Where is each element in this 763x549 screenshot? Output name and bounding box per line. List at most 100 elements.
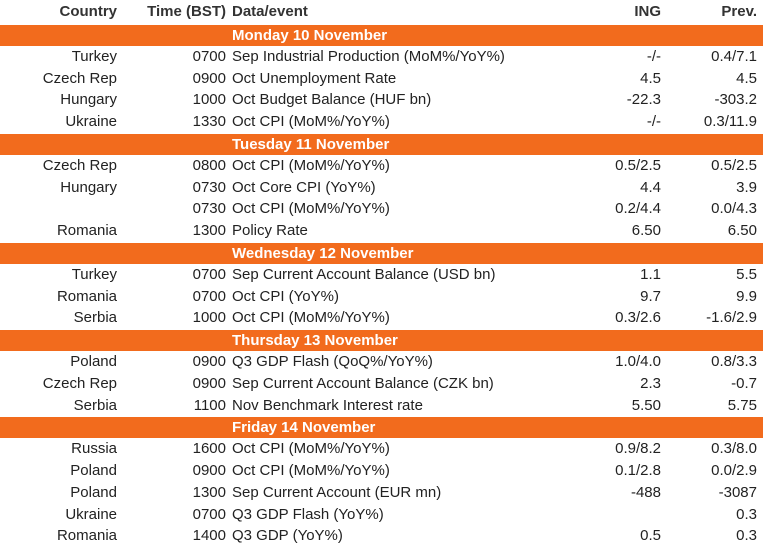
ing-forecast: 0.2/4.4: [615, 200, 661, 218]
time: 1100: [193, 396, 226, 414]
previous: 0.5/2.5: [711, 156, 757, 174]
time: 0900: [192, 462, 226, 479]
column-header: Time (BST): [147, 3, 226, 20]
time: 0700: [192, 265, 226, 283]
country: Czech Rep: [42, 69, 117, 87]
country: Romania: [56, 527, 117, 545]
day-header: Friday 14 November: [0, 417, 763, 439]
previous: 0.0/4.3: [711, 200, 757, 218]
event: Sep Current Account (EUR mn): [232, 483, 442, 501]
column-header: Prev.: [721, 3, 757, 20]
ing-forecast: 4.5: [640, 69, 661, 87]
event: Policy Rate: [232, 222, 308, 240]
event: Oct CPI (YoY%): [232, 287, 339, 305]
event: Oct CPI (MoM%/YoY%): [232, 440, 390, 458]
country: Hungary: [60, 178, 117, 196]
event: Oct Unemployment Rate: [232, 69, 397, 87]
previous: 0.0/2.9: [711, 462, 757, 479]
country: Turkey: [71, 47, 117, 65]
previous: 0.3: [736, 505, 757, 523]
previous: -0.7: [731, 374, 757, 392]
day-title: Tuesday 11 November: [232, 136, 390, 153]
event: Oct Budget Balance (HUF bn): [232, 91, 432, 109]
previous: 3.9: [736, 178, 757, 196]
day-title: Friday 14 November: [232, 419, 376, 437]
time: 0730: [192, 178, 226, 196]
event: Sep Industrial Production (MoM%/YoY%): [232, 47, 505, 65]
event: Oct Core CPI (YoY%): [232, 178, 376, 196]
country: Serbia: [73, 309, 117, 327]
event: Oct CPI (MoM%/YoY%): [232, 113, 390, 131]
day-title: Monday 10 November: [232, 27, 388, 44]
previous: 0.3: [736, 527, 757, 545]
country: Hungary: [60, 91, 117, 109]
time: 0900: [192, 353, 226, 370]
country: Poland: [70, 353, 117, 370]
column-header: Country: [59, 3, 118, 20]
day-header: Wednesday 12 November: [0, 243, 763, 264]
country: Poland: [70, 483, 117, 501]
event: Oct CPI (MoM%/YoY%): [232, 462, 390, 479]
ing-forecast: -/-: [646, 47, 661, 65]
ing-forecast: 2.3: [640, 374, 661, 392]
previous: -3087: [718, 483, 757, 501]
previous: 0.3/11.9: [703, 113, 757, 131]
previous: 0.8/3.3: [711, 353, 757, 370]
ing-forecast: -/-: [646, 113, 661, 131]
ing-forecast: 9.7: [640, 287, 661, 305]
ing-forecast: -22.3: [626, 91, 661, 109]
ing-forecast: 0.1/2.8: [615, 462, 661, 479]
country: Romania: [56, 287, 117, 305]
day-header: Thursday 13 November: [0, 330, 763, 352]
time: 0800: [192, 156, 226, 174]
ing-forecast: 0.9/8.2: [615, 440, 661, 458]
country: Poland: [70, 462, 117, 479]
country: Czech Rep: [42, 156, 117, 174]
ing-forecast: 1.0/4.0: [615, 353, 661, 370]
event: Oct CPI (MoM%/YoY%): [232, 200, 390, 218]
country: Turkey: [71, 265, 117, 283]
previous: 0.3/8.0: [711, 440, 757, 458]
time: 0700: [192, 287, 226, 305]
country: Romania: [56, 222, 117, 240]
day-title: Thursday 13 November: [232, 332, 398, 350]
event: Q3 GDP Flash (YoY%): [232, 505, 384, 523]
country: Ukraine: [65, 113, 117, 131]
previous: 5.75: [727, 396, 757, 414]
ing-forecast: 6.50: [631, 222, 661, 240]
previous: 5.5: [736, 265, 757, 283]
event: Q3 GDP Flash (QoQ%/YoY%): [232, 353, 433, 370]
country: Russia: [71, 440, 117, 458]
time: 1400: [192, 527, 226, 545]
event: Oct CPI (MoM%/YoY%): [232, 309, 390, 327]
event: Oct CPI (MoM%/YoY%): [232, 156, 390, 174]
time: 1300: [192, 222, 226, 240]
day-title: Wednesday 12 November: [232, 245, 414, 262]
time: 1300: [192, 483, 226, 501]
ing-forecast: 0.5: [640, 527, 661, 545]
ing-forecast: 5.50: [631, 396, 661, 414]
ing-forecast: 0.5/2.5: [615, 156, 661, 174]
event: Sep Current Account Balance (USD bn): [232, 265, 496, 283]
time: 0730: [192, 200, 226, 218]
time: 1000: [192, 91, 226, 109]
previous: -1.6/2.9: [706, 309, 757, 327]
country: Czech Rep: [42, 374, 117, 392]
time: 0700: [192, 47, 226, 65]
time: 1000: [192, 309, 226, 327]
event: Nov Benchmark Interest rate: [232, 396, 423, 414]
time: 0900: [192, 69, 226, 87]
ing-forecast: 4.4: [640, 178, 661, 196]
previous: -303.2: [714, 91, 757, 109]
previous: 4.5: [736, 69, 757, 87]
ing-forecast: -488: [630, 483, 661, 501]
previous: 6.50: [727, 222, 757, 240]
country: Serbia: [73, 396, 117, 414]
ing-forecast: 1.1: [640, 265, 661, 283]
time: 0700: [192, 505, 226, 523]
day-header: Tuesday 11 November: [0, 134, 763, 155]
country: Ukraine: [65, 505, 117, 523]
column-header: ING: [634, 3, 661, 20]
previous: 9.9: [736, 287, 757, 305]
